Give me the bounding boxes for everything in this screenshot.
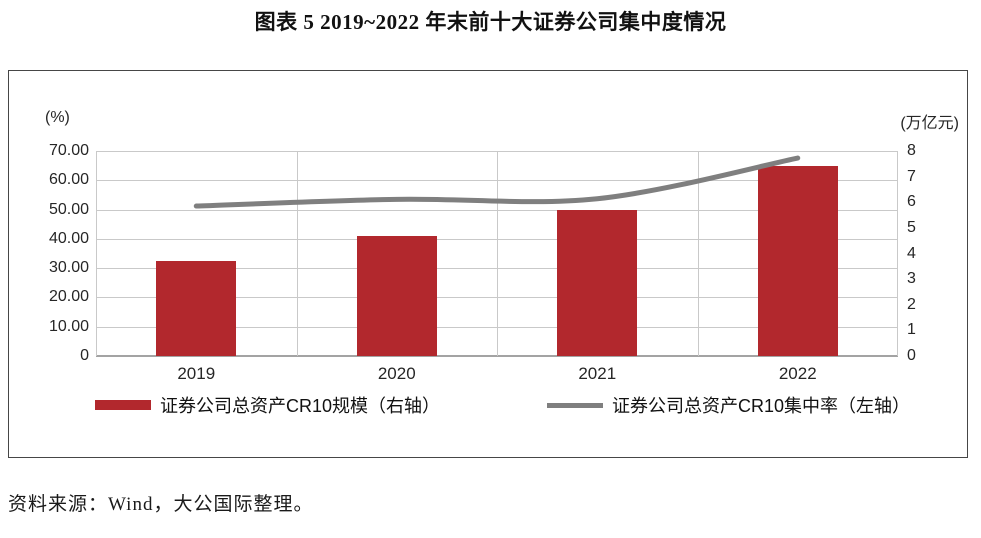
vertical-gridline [697, 151, 699, 356]
bar-2022 [757, 166, 838, 356]
right-axis-tick-label: 1 [907, 321, 916, 339]
right-axis-tick-label: 4 [907, 244, 916, 262]
horizontal-gridline [96, 355, 898, 357]
left-axis-tick-label: 60.00 [48, 171, 89, 189]
right-axis-tick-label: 7 [907, 167, 916, 185]
right-axis-tick-label: 3 [907, 270, 916, 288]
vertical-gridline [497, 151, 498, 356]
chart-title: 图表 5 2019~2022 年末前十大证券公司集中度情况 [254, 10, 727, 34]
right-axis-tick-label: 0 [907, 347, 916, 364]
vertical-gridline [897, 151, 898, 356]
plot-area [96, 151, 898, 357]
right-axis-tick-label: 8 [907, 142, 916, 159]
vertical-gridline [96, 151, 97, 356]
x-axis-label: 2020 [377, 364, 416, 383]
bar-2019 [156, 261, 237, 356]
line-series-label: 证券公司总资产CR10集中率（左轴） [612, 396, 911, 416]
bar-series-label: 证券公司总资产CR10规模（右轴） [160, 396, 441, 416]
x-axis-label: 2022 [778, 364, 817, 383]
left-axis-tick-label: 40.00 [48, 229, 89, 247]
chart-frame: (%) (万亿元) 70.00 60.00 50.00 40.00 30.00 20.00… [8, 70, 968, 458]
x-axis-label: 2021 [578, 364, 617, 383]
right-axis-tick-label: 2 [907, 295, 916, 313]
bar-2021 [557, 209, 638, 356]
vertical-gridline [296, 151, 298, 356]
right-axis-unit-label: (万亿元) [900, 115, 959, 132]
left-axis-tick-label: 0 [80, 347, 89, 364]
source-note: 资料来源：Wind，大公国际整理。 [8, 494, 314, 515]
bar-series-swatch [95, 400, 151, 410]
line-series-swatch [547, 402, 603, 408]
left-axis-tick-label: 50.00 [48, 200, 89, 218]
legend-item-bar-series: 证券公司总资产CR10规模（右轴） [95, 393, 440, 417]
x-axis-label: 2019 [177, 364, 216, 383]
left-axis-tick-label: 70.00 [48, 142, 89, 159]
right-axis-tick-label: 6 [907, 193, 916, 211]
left-axis-tick-label: 30.00 [48, 259, 89, 277]
left-axis-tick-label: 10.00 [48, 317, 89, 335]
right-axis-tick-label: 5 [907, 218, 916, 236]
left-axis-unit-label: (%) [45, 109, 70, 126]
legend-item-line-series: 证券公司总资产CR10集中率（左轴） [547, 393, 910, 417]
bar-2020 [356, 235, 437, 356]
concentration-line [193, 155, 801, 209]
concentration-line-path [193, 155, 801, 209]
left-axis-tick-label: 20.00 [48, 288, 89, 306]
